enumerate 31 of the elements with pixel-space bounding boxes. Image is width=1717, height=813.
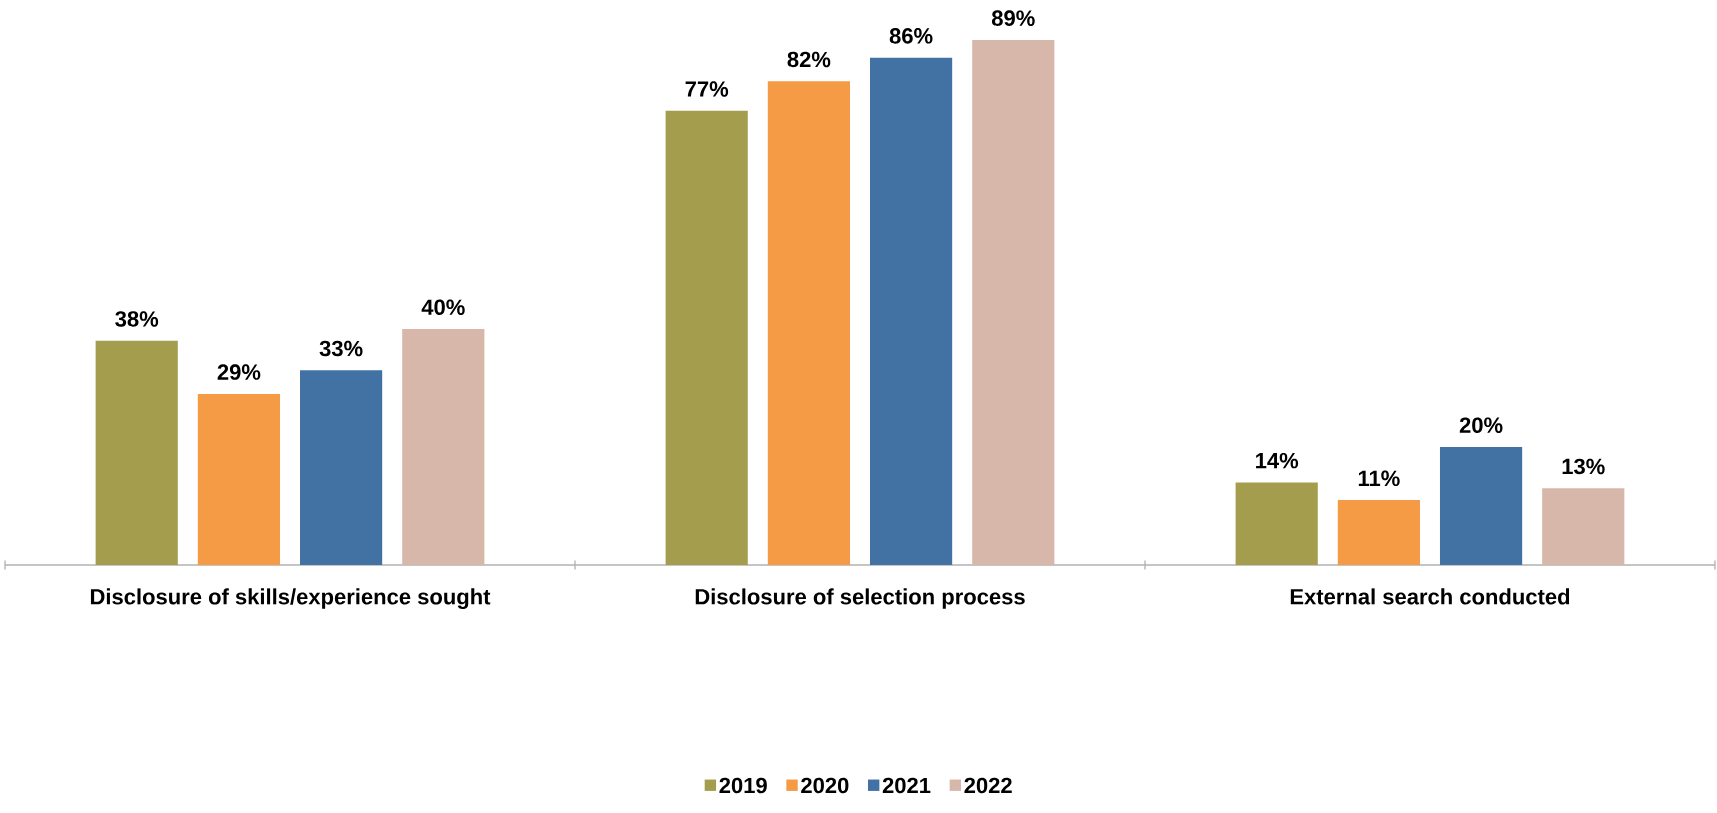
- bar: [1235, 482, 1318, 565]
- legend-label: 2021: [882, 777, 931, 794]
- data-label: 82%: [787, 51, 831, 68]
- bar: [869, 57, 953, 565]
- data-label: 20%: [1459, 417, 1503, 433]
- bar: [402, 329, 485, 565]
- data-label: 89%: [991, 10, 1035, 26]
- bar: [1337, 500, 1420, 565]
- x-tick-label: External search conducted: [1290, 588, 1570, 605]
- x-tick-label: Disclosure of skills/experience sought: [90, 588, 491, 609]
- legend-label: 2022: [964, 777, 1012, 794]
- bar: [1542, 488, 1625, 565]
- bar: [1439, 447, 1523, 565]
- bar: [300, 370, 383, 565]
- bar: [972, 39, 1055, 565]
- data-label: 14%: [1256, 452, 1299, 469]
- data-label: 33%: [319, 340, 363, 357]
- legend-label: 2020: [801, 777, 849, 794]
- data-label: 38%: [115, 311, 159, 327]
- data-label: 77%: [685, 81, 729, 97]
- data-label: 13%: [1562, 458, 1605, 475]
- x-tick-label: Disclosure of selection process: [695, 588, 1025, 609]
- data-label: 86%: [889, 28, 933, 44]
- data-label: 29%: [217, 364, 261, 380]
- data-label: 11%: [1358, 470, 1400, 487]
- bar: [197, 393, 281, 565]
- data-label: 40%: [421, 299, 465, 315]
- bar: [767, 81, 850, 565]
- legend-label: 2019: [719, 777, 767, 794]
- bar: [95, 340, 178, 565]
- bar: [665, 110, 748, 565]
